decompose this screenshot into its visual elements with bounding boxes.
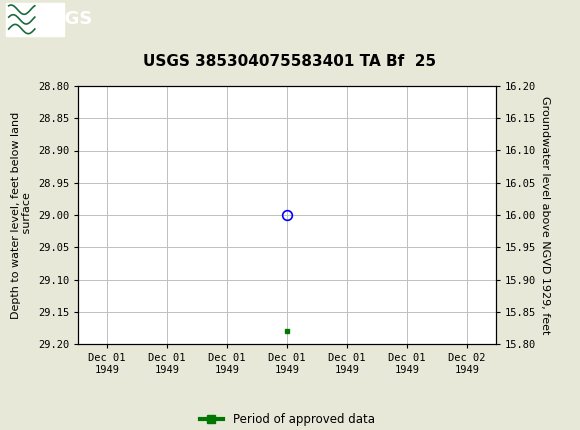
Text: USGS 385304075583401 TA Bf  25: USGS 385304075583401 TA Bf 25	[143, 54, 437, 69]
Y-axis label: Groundwater level above NGVD 1929, feet: Groundwater level above NGVD 1929, feet	[540, 96, 550, 334]
Legend: Period of approved data: Period of approved data	[195, 408, 379, 430]
FancyBboxPatch shape	[6, 3, 64, 36]
Text: USGS: USGS	[38, 10, 93, 28]
Y-axis label: Depth to water level, feet below land
 surface: Depth to water level, feet below land su…	[11, 111, 32, 319]
